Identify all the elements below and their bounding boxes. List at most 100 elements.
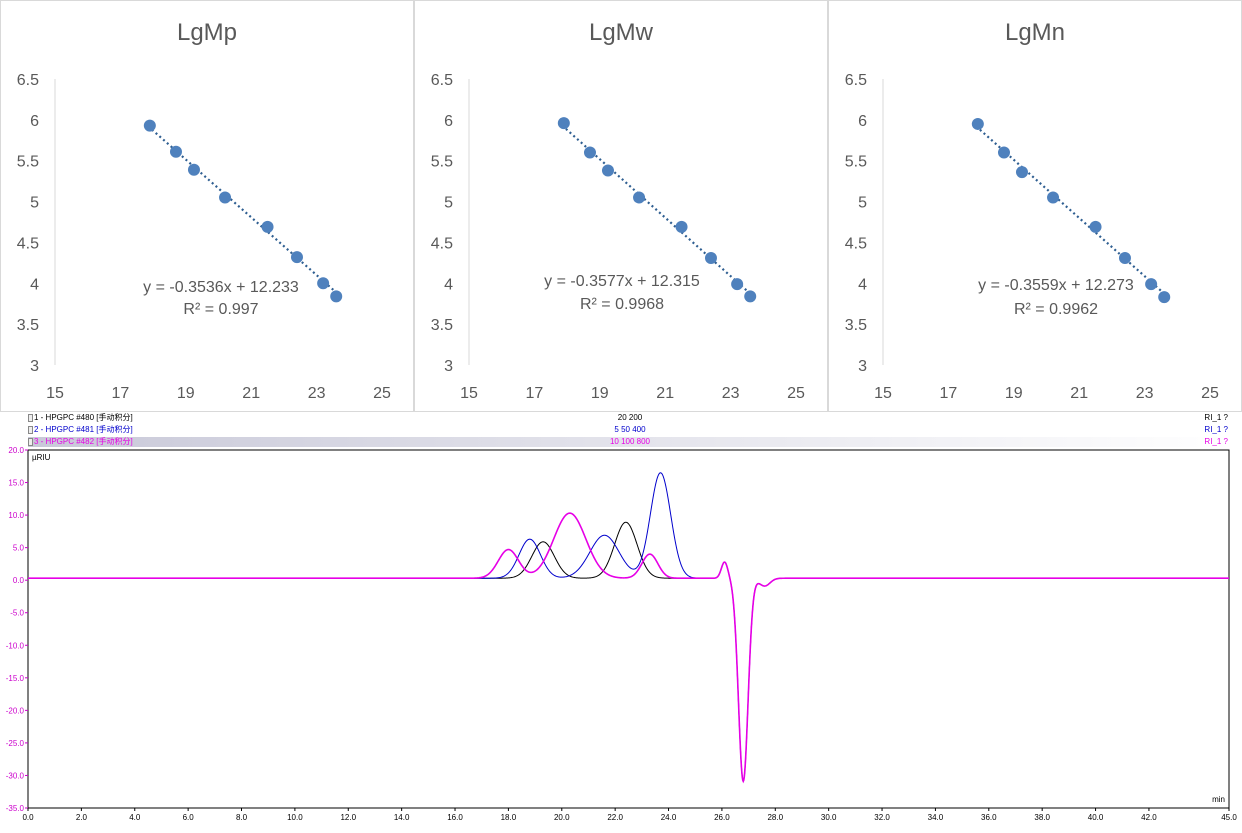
x-tick-label: 14.0 [394, 813, 410, 822]
panel-title: LgMw [588, 19, 654, 46]
data-point [1158, 291, 1171, 304]
x-tick-label: 6.0 [183, 813, 195, 822]
x-tick-label: 15 [46, 385, 64, 402]
x-tick-label: 40.0 [1088, 813, 1104, 822]
trace-label: 2 - HPGPC #481 [手动积分] [34, 425, 133, 434]
y-tick-label: 5.0 [13, 544, 25, 553]
y-unit-label: µRIU [32, 453, 51, 462]
chromatogram-chart: 20.0 15.0 10.0 5.0 0.0 -5.0 -10.0 -15.0 -20.0 -25… [6, 446, 1238, 822]
trendline-equation: y = -0.3577x + 12.315 [544, 273, 700, 290]
trace-channel: RI_1 ? [1204, 425, 1228, 434]
calibration-panel-lgmn: LgMn 3 3.5 4 4.5 5 5.5 6 6.5 15 17 19 21 23 25 y = -0.… [828, 0, 1242, 412]
legend-row-1[interactable]: 1 - HPGPC #480 [手动积分] 20 200 RI_1 ? [28, 413, 1232, 423]
trace-icon [28, 438, 33, 446]
data-point [731, 278, 744, 291]
calibration-chart-lgmw: 3 3.5 4 4.5 5 5.5 6 6.5 15 17 19 21 23 25 y = -0.3577x… [431, 72, 805, 402]
trace-channel: RI_1 ? [1204, 437, 1228, 446]
x-tick-label: 21 [656, 385, 674, 402]
plot-frame [27, 449, 1230, 809]
y-tick-label: 6.5 [17, 72, 39, 89]
x-tick-label: 23 [1136, 385, 1154, 402]
data-point [601, 164, 614, 177]
x-tick-label: 45.0 [1221, 813, 1237, 822]
data-point [1047, 191, 1060, 204]
y-tick-label: 3.5 [431, 317, 453, 334]
data-point [219, 191, 232, 204]
y-tick-label: 3 [30, 358, 39, 375]
y-tick-label: 5 [30, 195, 39, 212]
trace-label: 3 - HPGPC #482 [手动积分] [34, 437, 133, 446]
x-tick-label: 18.0 [501, 813, 517, 822]
x-tick-label: 10.0 [287, 813, 303, 822]
trace-range: 5 50 400 [614, 425, 646, 434]
x-tick-label: 17 [112, 385, 130, 402]
x-tick-label: 25 [1201, 385, 1219, 402]
calibration-panel-lgmw: LgMw 3 3.5 4 4.5 5 5.5 6 6.5 15 17 19 21 23 25 y = -0.… [414, 0, 828, 412]
data-point [330, 290, 343, 303]
y-tick-label: -15.0 [6, 674, 25, 683]
y-tick-label: 15.0 [8, 479, 24, 488]
x-tick-label: 15 [460, 385, 478, 402]
data-point [1145, 278, 1158, 291]
trace-icon [28, 414, 33, 422]
x-tick-label: 42.0 [1141, 813, 1157, 822]
y-tick-label: 10.0 [8, 511, 24, 520]
y-tick-label: 3 [444, 358, 453, 375]
data-point [633, 191, 646, 204]
x-tick-label: 25 [373, 385, 391, 402]
chromatogram-panel: 1 - HPGPC #480 [手动积分] 20 200 RI_1 ? 2 - … [0, 412, 1242, 828]
y-tick-label: 4.5 [17, 235, 39, 252]
y-tick-label: -20.0 [6, 706, 25, 715]
x-tick-label: 4.0 [129, 813, 141, 822]
calibration-panel-lgmp: LgMp 3 3.5 4 4.5 5 5.5 6 6.5 15 17 19 21 23 25 y = -0.… [0, 0, 414, 412]
trace-line-3 [28, 512, 1229, 784]
x-tick-label: 25 [787, 385, 805, 402]
x-tick-label: 30.0 [821, 813, 837, 822]
trendline [147, 125, 339, 295]
y-tick-label: 6 [30, 113, 39, 130]
x-tick-label: 26.0 [714, 813, 730, 822]
x-tick-label: 23 [722, 385, 740, 402]
y-tick-label: 6.5 [431, 72, 453, 89]
y-tick-label: 5.5 [845, 154, 867, 171]
trace-line-1 [28, 521, 1229, 783]
r-squared: R² = 0.9968 [580, 296, 664, 313]
y-tick-label: 3.5 [17, 317, 39, 334]
x-tick-label: 22.0 [607, 813, 623, 822]
y-tick-label: 4.5 [845, 235, 867, 252]
trace-range: 20 200 [617, 413, 643, 422]
y-tick-label: 4 [858, 276, 867, 293]
panel-title: LgMp [176, 19, 238, 46]
data-point [317, 277, 330, 290]
trace-range: 10 100 800 [609, 437, 651, 446]
y-tick-label: -5.0 [10, 609, 24, 618]
x-tick-label: 2.0 [76, 813, 88, 822]
x-tick-label: 19 [591, 385, 609, 402]
y-tick-label: 6 [444, 113, 453, 130]
trace-line-2 [28, 472, 1229, 783]
y-tick-label: 3 [858, 358, 867, 375]
y-tick-label: 5 [444, 195, 453, 212]
data-point [675, 220, 688, 233]
x-tick-label: 34.0 [928, 813, 944, 822]
x-unit-label: min [1212, 795, 1225, 804]
x-tick-label: 0.0 [22, 813, 34, 822]
data-point [290, 251, 303, 264]
y-tick-label: 6 [858, 113, 867, 130]
data-point [261, 220, 274, 233]
x-tick-label: 19 [177, 385, 195, 402]
y-tick-label: 5 [858, 195, 867, 212]
legend-row-3[interactable]: 3 - HPGPC #482 [手动积分] 10 100 800 RI_1 ? [28, 437, 1232, 447]
trendline [561, 124, 753, 296]
x-tick-label: 36.0 [981, 813, 997, 822]
y-tick-label: 4.5 [431, 235, 453, 252]
x-tick-label: 38.0 [1034, 813, 1050, 822]
x-tick-label: 12.0 [340, 813, 356, 822]
x-tick-label: 32.0 [874, 813, 890, 822]
legend-row-2[interactable]: 2 - HPGPC #481 [手动积分] 5 50 400 RI_1 ? [28, 425, 1232, 435]
x-tick-label: 28.0 [767, 813, 783, 822]
calibration-chart-lgmp: 3 3.5 4 4.5 5 5.5 6 6.5 15 17 19 21 23 25 y = -0.3536x… [17, 72, 391, 402]
data-point [1089, 220, 1102, 233]
y-tick-label: -35.0 [6, 804, 25, 813]
y-tick-label: -25.0 [6, 739, 25, 748]
